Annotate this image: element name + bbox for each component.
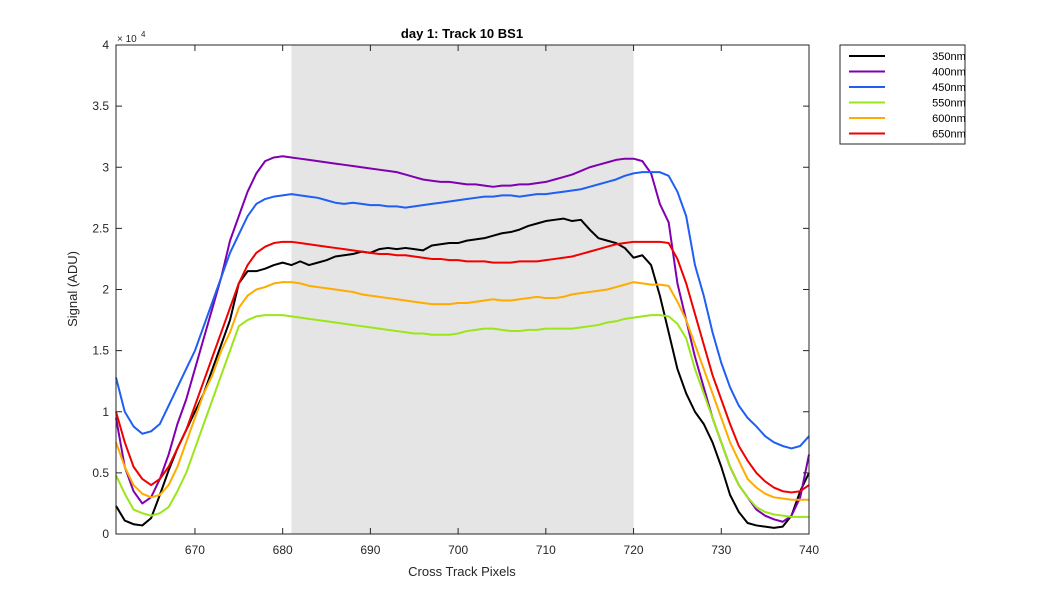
x-tick-label: 670 — [185, 543, 205, 557]
legend-label-450nm: 450nm — [932, 82, 966, 94]
x-tick-label: 700 — [448, 543, 468, 557]
y-tick-label: 0.5 — [92, 466, 109, 480]
x-tick-label: 730 — [711, 543, 731, 557]
y-tick-label: 4 — [102, 38, 109, 52]
tick-layer: 670 680 690 700 710 720 730 740 0 0.5 1 1.5 2 2.5 3 3.5… — [92, 38, 819, 557]
y-exponent-base: × 10 — [117, 34, 137, 45]
shaded-region-layer — [291, 45, 634, 534]
x-axis-title: Cross Track Pixels — [408, 564, 516, 579]
x-tick-label: 710 — [536, 543, 556, 557]
series-line-650nm — [115, 240, 810, 494]
series-layer — [115, 155, 810, 529]
series-line-550nm — [115, 314, 809, 518]
legend: 350nm 400nm 450nm 550nm 600nm 650nm — [839, 44, 966, 145]
legend-label-350nm: 350nm — [932, 51, 966, 63]
shaded-region — [291, 45, 634, 534]
x-tick-label: 680 — [273, 543, 293, 557]
y-exponent: × 10 4 — [117, 30, 146, 45]
legend-label-650nm: 650nm — [932, 129, 966, 141]
series-line-450nm — [115, 171, 810, 450]
legend-label-550nm: 550nm — [932, 98, 966, 110]
legend-label-400nm: 400nm — [932, 67, 966, 79]
x-tick-label: 740 — [799, 543, 819, 557]
series-line-600nm — [115, 281, 809, 501]
y-tick-label: 0 — [102, 527, 109, 541]
y-exponent-power: 4 — [141, 30, 146, 39]
series-line-350nm — [115, 217, 810, 529]
y-tick-label: 3.5 — [92, 99, 109, 113]
y-tick-label: 1.5 — [92, 344, 109, 358]
legend-box — [839, 44, 966, 145]
y-tick-label: 3 — [102, 160, 109, 174]
y-tick-label: 1 — [102, 405, 109, 419]
y-axis-title: Signal (ADU) — [65, 251, 80, 327]
y-tick-label: 2.5 — [92, 221, 109, 235]
chart-title: day 1: Track 10 BS1 — [401, 26, 523, 41]
x-tick-label: 720 — [624, 543, 644, 557]
series-line-400nm — [115, 155, 810, 523]
legend-label-600nm: 600nm — [932, 113, 966, 125]
x-tick-label: 690 — [360, 543, 380, 557]
y-tick-label: 2 — [102, 283, 109, 297]
